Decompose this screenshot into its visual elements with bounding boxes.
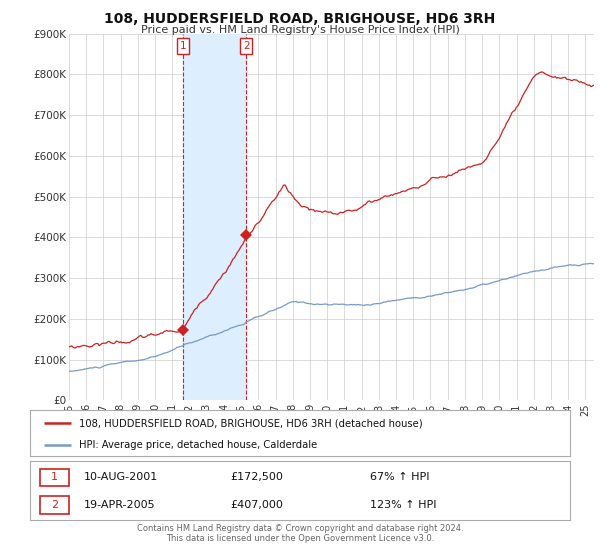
Text: 108, HUDDERSFIELD ROAD, BRIGHOUSE, HD6 3RH: 108, HUDDERSFIELD ROAD, BRIGHOUSE, HD6 3… <box>104 12 496 26</box>
Text: Contains HM Land Registry data © Crown copyright and database right 2024.
This d: Contains HM Land Registry data © Crown c… <box>137 524 463 543</box>
Text: HPI: Average price, detached house, Calderdale: HPI: Average price, detached house, Cald… <box>79 440 317 450</box>
Text: 1: 1 <box>179 41 186 51</box>
Text: Price paid vs. HM Land Registry's House Price Index (HPI): Price paid vs. HM Land Registry's House … <box>140 25 460 35</box>
Text: 1: 1 <box>51 472 58 482</box>
Text: £172,500: £172,500 <box>230 472 283 482</box>
Text: £407,000: £407,000 <box>230 500 283 510</box>
Text: 10-AUG-2001: 10-AUG-2001 <box>84 472 158 482</box>
Bar <box>40 496 70 514</box>
Text: 2: 2 <box>243 41 250 51</box>
Text: 67% ↑ HPI: 67% ↑ HPI <box>370 472 430 482</box>
Text: 108, HUDDERSFIELD ROAD, BRIGHOUSE, HD6 3RH (detached house): 108, HUDDERSFIELD ROAD, BRIGHOUSE, HD6 3… <box>79 418 422 428</box>
Text: 2: 2 <box>51 500 58 510</box>
Bar <box>183 34 246 400</box>
Text: 19-APR-2005: 19-APR-2005 <box>84 500 155 510</box>
Text: 123% ↑ HPI: 123% ↑ HPI <box>370 500 437 510</box>
Bar <box>40 469 70 486</box>
